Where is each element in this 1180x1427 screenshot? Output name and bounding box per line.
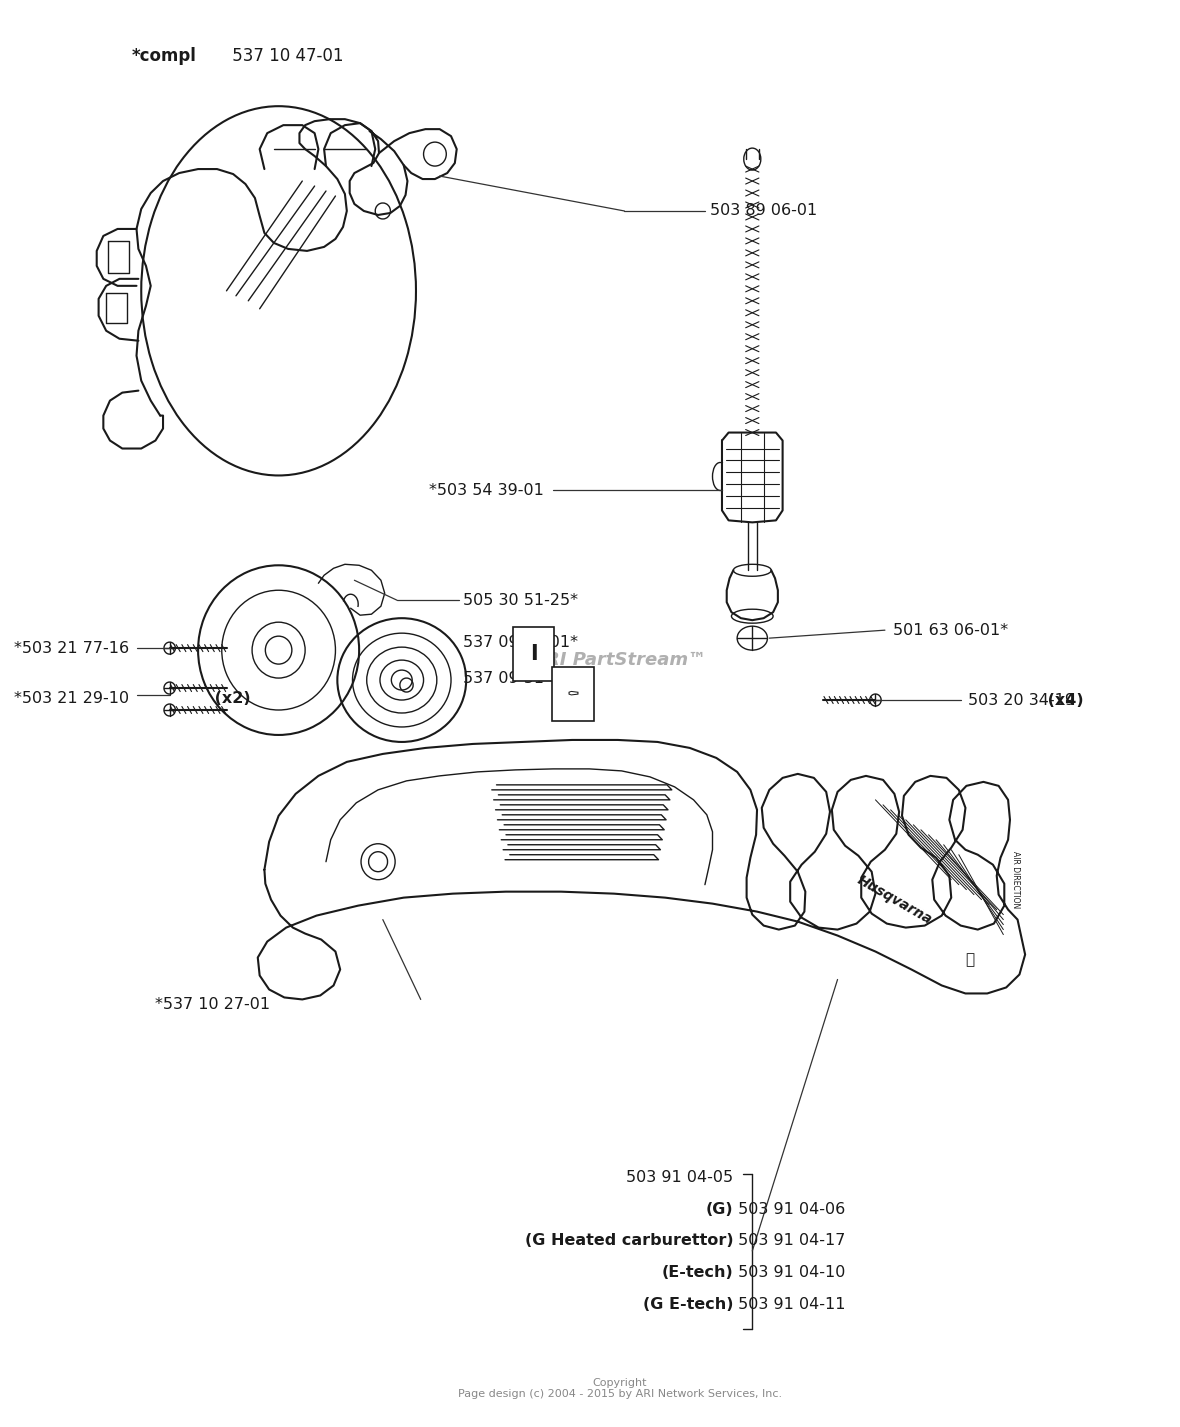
Text: Husqvarna: Husqvarna xyxy=(854,872,935,926)
Text: 503 91 04-10: 503 91 04-10 xyxy=(733,1266,846,1280)
Text: (E-tech): (E-tech) xyxy=(662,1266,733,1280)
Text: (x2): (x2) xyxy=(209,691,250,705)
Text: (G): (G) xyxy=(706,1202,733,1217)
Text: *503 54 39-01: *503 54 39-01 xyxy=(430,482,544,498)
Text: 537 09 31-01*: 537 09 31-01* xyxy=(464,671,578,685)
Text: 505 30 51-25*: 505 30 51-25* xyxy=(464,592,578,608)
Text: 503 89 06-01: 503 89 06-01 xyxy=(709,204,817,218)
Text: 503 91 04-17: 503 91 04-17 xyxy=(733,1233,846,1249)
Text: 503 91 04-11: 503 91 04-11 xyxy=(733,1297,846,1313)
Text: 503 91 04-05: 503 91 04-05 xyxy=(627,1170,733,1184)
Text: I: I xyxy=(530,644,537,664)
Text: *503 21 29-10: *503 21 29-10 xyxy=(14,691,129,705)
Text: Copyright
Page design (c) 2004 - 2015 by ARI Network Services, Inc.: Copyright Page design (c) 2004 - 2015 by… xyxy=(458,1378,781,1400)
Text: ⚰: ⚰ xyxy=(566,686,579,702)
Text: 537 10 47-01: 537 10 47-01 xyxy=(227,47,343,66)
Text: 503 91 04-06: 503 91 04-06 xyxy=(733,1202,846,1217)
Text: 503 20 34-19: 503 20 34-19 xyxy=(969,692,1075,708)
Text: (G E-tech): (G E-tech) xyxy=(643,1297,733,1313)
Text: ARI PartStream™: ARI PartStream™ xyxy=(532,651,707,669)
Text: *537 10 27-01: *537 10 27-01 xyxy=(156,997,270,1012)
Text: 537 09 25-01*: 537 09 25-01* xyxy=(464,635,578,649)
FancyBboxPatch shape xyxy=(552,666,594,721)
Text: (x4): (x4) xyxy=(1042,692,1083,708)
Text: 501 63 06-01*: 501 63 06-01* xyxy=(892,622,1008,638)
Text: (G Heated carburettor): (G Heated carburettor) xyxy=(525,1233,733,1249)
Text: *compl: *compl xyxy=(132,47,197,66)
FancyBboxPatch shape xyxy=(512,628,555,681)
Text: Ⓗ: Ⓗ xyxy=(965,952,975,968)
Text: *503 21 77-16: *503 21 77-16 xyxy=(14,641,129,655)
Text: AIR DIRECTION: AIR DIRECTION xyxy=(1011,850,1021,909)
